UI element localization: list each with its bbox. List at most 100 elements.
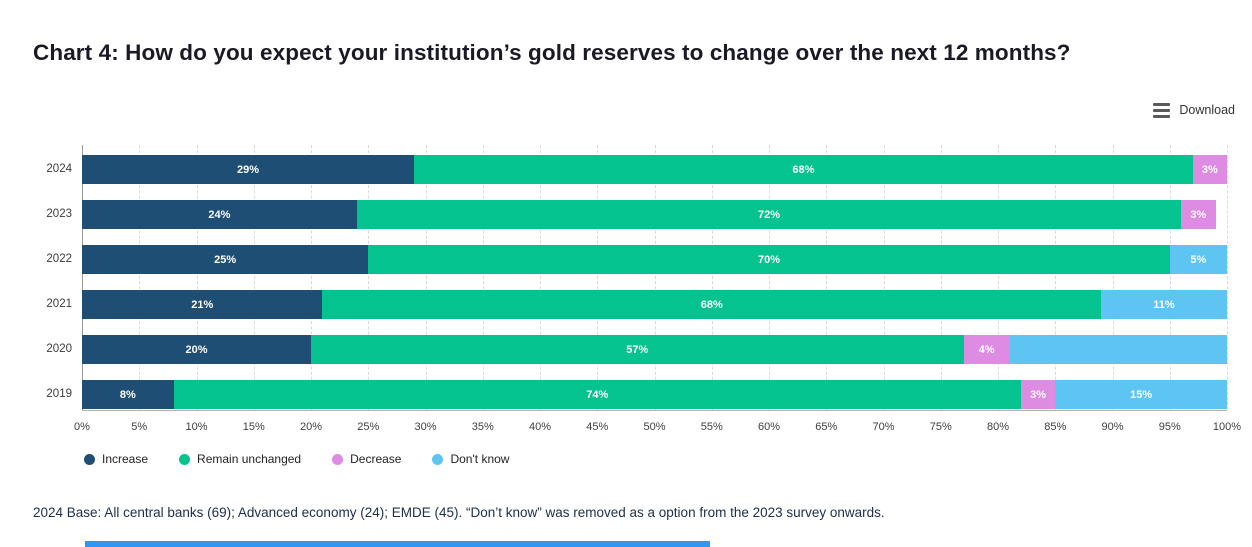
x-tick-label: 40% [528,421,552,433]
legend-label: Remain unchanged [197,452,302,466]
segment-value-label: 68% [700,298,723,311]
bar-segment-increase[interactable]: 8% [82,380,174,409]
x-tick-label: 100% [1212,421,1242,433]
bar-segment-decrease[interactable]: 3% [1192,155,1227,184]
chart-plot-area: 2024 29% 68% 3% 2023 24% 72% 3% 2022 25% 70% 5% 2021… [46,145,1228,411]
gridline [1227,145,1228,410]
bar-segment-remain-unchanged[interactable]: 68% [322,290,1102,319]
bar-row-2024: 2024 29% 68% 3% [46,155,1227,184]
x-tick-label: 30% [414,421,437,433]
segment-value-label: 3% [1190,208,1207,221]
category-label: 2022 [46,253,72,265]
bar-segment-decrease[interactable]: 3% [1181,200,1216,229]
x-axis: 0% 5% 10% 15% 20% 25% 30% 35% 40% 45% 50% 55% 60% 65%… [74,421,1241,437]
segment-value-label: 74% [586,388,609,401]
category-label: 2023 [46,208,72,220]
legend-marker-icon [332,453,344,465]
x-tick-label: 20% [299,421,323,433]
bar-segment-increase[interactable]: 25% [82,245,369,274]
gridline [1055,145,1057,410]
bar-segment-don-t-know[interactable]: 15% [1055,380,1227,409]
bar-segment-decrease[interactable]: 3% [1020,380,1056,409]
segment-value-label: 29% [237,163,260,176]
bar-segment-increase[interactable]: 21% [82,290,323,319]
bar-segment-remain-unchanged[interactable]: 70% [368,245,1170,274]
legend-marker-icon [179,453,191,465]
x-tick-label: 65% [815,421,838,433]
x-tick-label: 70% [872,421,895,433]
segment-value-label: 70% [757,253,781,266]
gridline [597,145,599,410]
x-tick-label: 75% [929,421,952,433]
gridline [82,145,83,410]
segment-value-label: 72% [757,208,780,221]
gridline [425,145,427,410]
gridline [368,145,370,410]
chart-legend: Increase Remain unchanged Decrease Don't kn… [84,452,509,466]
x-tick-label: 10% [185,421,208,433]
gridline [711,145,713,410]
gridline [253,145,255,410]
segment-value-label: 11% [1153,298,1175,311]
gridline [139,145,141,410]
segment-value-label: 25% [214,253,237,266]
bar-segment-remain-unchanged[interactable]: 74% [173,380,1021,409]
segment-value-label: 57% [626,343,649,356]
bar-segment-don-t-know[interactable]: 5% [1169,245,1227,274]
segment-value-label: 21% [191,298,214,311]
legend-marker-icon [84,453,95,465]
download-label: Download [1179,103,1235,117]
legend-label: Increase [102,452,149,466]
legend-item-remain-unchanged[interactable]: Remain unchanged [179,452,301,466]
segment-value-label: 5% [1190,253,1207,266]
x-tick-label: 90% [1101,421,1124,433]
segment-value-label: 15% [1130,388,1153,401]
gridline [940,145,942,410]
bar-segment-increase[interactable]: 24% [82,200,357,229]
category-label: 2019 [46,388,72,400]
gridline [311,145,312,410]
gridline [482,145,484,410]
segment-value-label: 24% [208,208,231,221]
gridline [826,145,828,410]
gridline [540,145,541,410]
segment-value-label: 68% [792,163,815,176]
segment-value-label: 20% [185,343,208,356]
x-tick-label: 55% [700,421,723,433]
bar-segment-increase[interactable]: 29% [82,155,415,184]
hamburger-menu-icon [1153,102,1171,118]
bar-row-2020: 2020 20% 57% 4% [46,335,1227,364]
bar-row-2019: 2019 8% 74% 3% 15% [46,380,1227,409]
bar-segment-don-t-know[interactable] [1009,335,1227,364]
x-tick-label: 25% [357,421,380,433]
segment-value-label: 3% [1030,388,1047,401]
x-tick-label: 80% [986,421,1010,433]
page-title: Chart 4: How do you expect your institut… [33,40,1071,65]
x-tick-label: 95% [1158,421,1181,433]
bottom-partial-element [85,541,710,547]
segment-value-label: 4% [978,343,995,356]
legend-label: Don't know [450,452,510,466]
bar-segment-increase[interactable]: 20% [82,335,311,364]
gridline [769,145,770,410]
bar-row-2023: 2023 24% 72% 3% [46,200,1227,229]
bar-segment-remain-unchanged[interactable]: 57% [311,335,964,364]
x-tick-label: 35% [471,421,494,433]
download-button[interactable]: Download [1153,100,1235,120]
legend-item-increase[interactable]: Increase [84,452,148,466]
bar-segment-remain-unchanged[interactable]: 68% [414,155,1193,184]
bar-segment-remain-unchanged[interactable]: 72% [356,200,1182,229]
chart-footnote: 2024 Base: All central banks (69); Advan… [33,505,885,520]
bar-segment-don-t-know[interactable]: 11% [1101,290,1227,319]
legend-item-decrease[interactable]: Decrease [332,452,401,466]
gridline [1112,145,1114,410]
category-label: 2024 [46,163,72,175]
x-tick-label: 45% [586,421,609,433]
legend-label: Decrease [350,452,402,466]
gridline [1169,145,1171,410]
legend-item-don-t-know[interactable]: Don't know [432,452,509,466]
legend-marker-icon [432,453,444,465]
x-tick-label: 85% [1044,421,1067,433]
bar-row-2022: 2022 25% 70% 5% [46,245,1227,274]
bar-segment-decrease[interactable]: 4% [963,335,1010,364]
